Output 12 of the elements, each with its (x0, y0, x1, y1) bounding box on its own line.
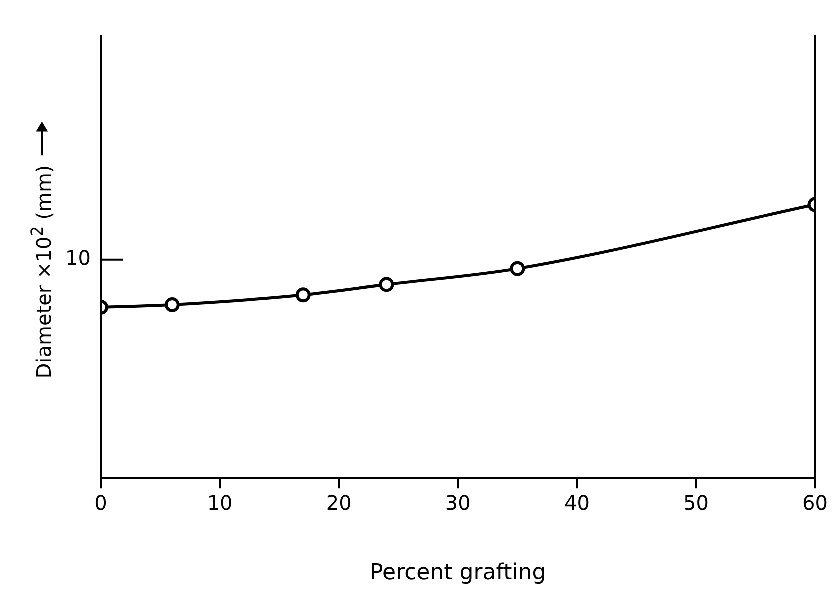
x-tick-label: 0 (94, 490, 108, 515)
point (296, 288, 311, 303)
point (510, 261, 526, 276)
x-axis-title: Percent grafting (370, 560, 546, 586)
x-tick-label: 60 (802, 490, 828, 515)
x-tick-label: 30 (445, 490, 471, 515)
x-tick-label: 50 (684, 490, 709, 515)
text: 10 (66, 246, 91, 270)
x-tick-label: 20 (326, 490, 352, 515)
point (379, 277, 394, 292)
x-tick-label: 10 (207, 490, 233, 515)
x-tick-label: 40 (564, 490, 590, 515)
